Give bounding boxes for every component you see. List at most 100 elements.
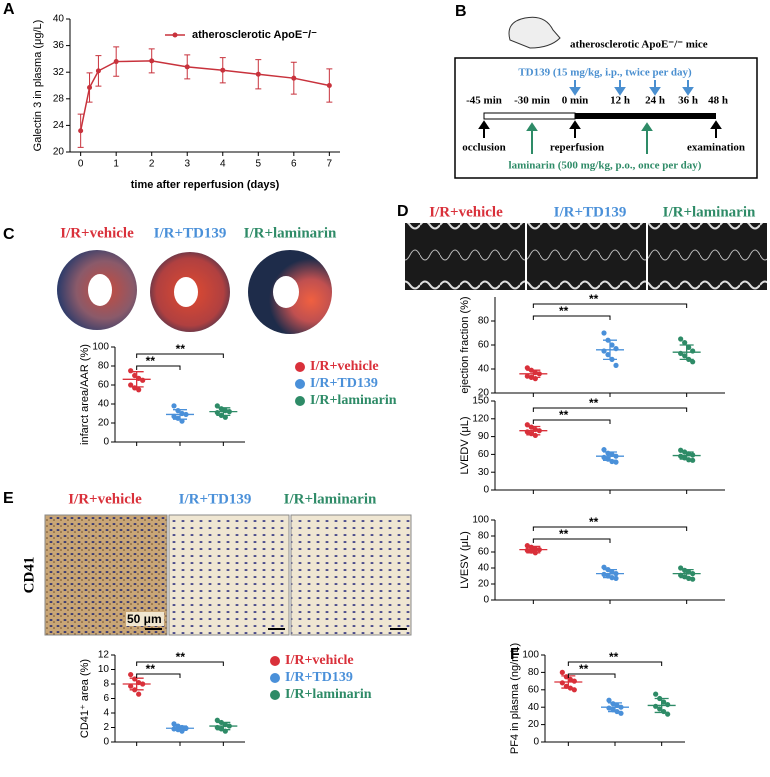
legend-label: I/R+laminarin	[285, 687, 372, 702]
sd-bar	[216, 721, 231, 731]
image-title: I/R+vehicle	[429, 204, 503, 220]
protocol-diagram: atherosclerotic ApoE⁻/⁻ mice TD139 (15 m…	[454, 16, 758, 179]
significance-label: **	[559, 527, 569, 541]
data-point	[690, 359, 696, 365]
y-tick-label: 80	[478, 531, 490, 542]
sd-bar	[526, 545, 541, 554]
y-axis-label: CD41⁺ area (%)	[79, 659, 91, 738]
legend-label: I/R+TD139	[285, 670, 353, 685]
significance-bracket	[532, 303, 688, 308]
y-tick-label: 40	[98, 399, 110, 410]
heart-lumen	[273, 276, 299, 308]
y-tick-label: 0	[103, 737, 109, 748]
legend-label: I/R+vehicle	[285, 653, 354, 668]
sd-bar	[129, 677, 144, 691]
sd-bar	[679, 344, 694, 361]
data-point	[214, 717, 220, 723]
diagram-box	[454, 57, 758, 179]
significance-bracket	[532, 538, 611, 543]
panel-label: C	[3, 226, 15, 243]
significance-label: **	[559, 408, 569, 422]
image-title: I/R+vehicle	[68, 491, 142, 507]
stain-label: CD41	[21, 557, 37, 594]
legend-label: I/R+TD139	[310, 376, 378, 391]
data-point	[613, 362, 619, 368]
y-tick-label: 20	[528, 719, 540, 730]
sd-bar	[526, 425, 541, 436]
significance-label: **	[176, 342, 186, 356]
significance-label: **	[559, 304, 569, 318]
scale-label: 50 μm	[127, 612, 162, 626]
timeline-pre	[483, 112, 576, 120]
sd-bar	[526, 369, 541, 379]
legend-marker	[270, 673, 280, 683]
y-tick-label: 80	[528, 667, 540, 678]
significance-bracket	[136, 353, 224, 358]
x-tick-label: 7	[327, 159, 333, 170]
data-point	[606, 697, 612, 703]
data-point	[220, 67, 226, 73]
echo-images: I/R+vehicle I/R+TD139 I/R+laminarin	[405, 204, 767, 290]
time-label: 36 h	[678, 95, 698, 107]
y-tick-label: 30	[478, 467, 490, 478]
data-point	[682, 340, 688, 346]
x-axis-label: time after reperfusion (days)	[131, 179, 280, 191]
y-tick-label: 0	[483, 595, 489, 606]
sd-bar	[679, 568, 694, 579]
significance-label: **	[146, 662, 156, 676]
y-tick-label: 40	[528, 702, 540, 713]
y-tick-label: 80	[478, 316, 490, 327]
y-tick-label: 2	[103, 722, 109, 733]
event-label: examination	[687, 142, 745, 154]
y-tick-label: 120	[472, 413, 489, 424]
sd-bar	[129, 371, 144, 388]
echo-image	[648, 223, 767, 290]
y-tick-label: 6	[103, 693, 109, 704]
y-tick-label: 100	[472, 515, 489, 526]
data-point	[128, 671, 134, 678]
sd-bar	[173, 409, 187, 420]
data-point	[128, 683, 134, 689]
sd-bar	[603, 339, 617, 361]
data-point	[567, 676, 573, 682]
sd-bar	[603, 451, 617, 461]
panel-label: A	[3, 1, 15, 18]
y-tick-label: 32	[53, 67, 65, 78]
echo-image	[527, 223, 646, 290]
data-point	[326, 83, 332, 88]
x-tick-label: 2	[149, 159, 155, 170]
data-point	[571, 678, 577, 684]
data-point	[657, 706, 663, 712]
sd-bar	[608, 702, 622, 713]
event-label: reperfusion	[550, 142, 604, 154]
data-point	[87, 84, 93, 90]
y-axis-label: LVESV (μL)	[459, 531, 471, 589]
significance-label: **	[579, 662, 589, 676]
significance-bracket	[532, 526, 688, 531]
y-tick-label: 24	[53, 120, 65, 131]
diagram-subject: atherosclerotic ApoE⁻/⁻ mice	[570, 39, 708, 51]
data-point	[136, 387, 142, 393]
time-label: 48 h	[708, 95, 728, 107]
y-tick-label: 36	[53, 40, 65, 51]
timeline-post	[575, 113, 716, 119]
data-point	[605, 352, 611, 358]
data-point	[132, 372, 138, 379]
data-point	[559, 680, 565, 686]
heart-lumen	[88, 274, 112, 306]
significance-label: **	[589, 292, 599, 306]
y-tick-label: 20	[98, 418, 110, 429]
x-tick-label: 6	[291, 159, 297, 170]
y-tick-label: 100	[522, 650, 539, 661]
y-tick-label: 0	[483, 485, 489, 496]
event-label: occlusion	[462, 142, 505, 154]
scale-bg	[126, 612, 164, 626]
data-point	[613, 575, 619, 582]
data-point	[601, 447, 607, 453]
data-point	[559, 669, 565, 676]
x-tick-label: 0	[78, 159, 84, 170]
y-tick-label: 90	[478, 431, 490, 442]
y-tick-label: 60	[528, 684, 540, 695]
histology-image	[168, 514, 290, 636]
